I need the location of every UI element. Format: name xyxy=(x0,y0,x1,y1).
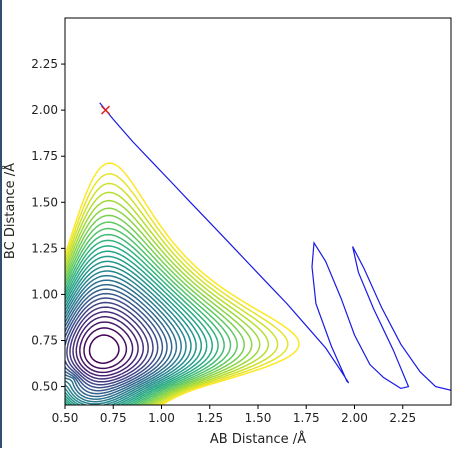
contour-level xyxy=(65,292,164,392)
contour-level xyxy=(65,214,245,405)
contour-level xyxy=(65,279,178,400)
contour-level xyxy=(65,265,192,405)
y-tick-label: 0.50 xyxy=(31,380,58,394)
x-tick-label: 2.25 xyxy=(389,411,416,425)
contour-lines xyxy=(65,162,300,405)
contour-level xyxy=(75,316,139,377)
contour-level xyxy=(65,182,279,405)
contour-level xyxy=(65,260,197,405)
contour-level xyxy=(65,245,214,405)
y-tick-label: 2.25 xyxy=(31,57,58,71)
contour-level xyxy=(65,274,182,403)
y-axis-ticks: 0.50 0.75 1.00 1.25 1.50 1.75 2.00 2.25 xyxy=(31,57,65,394)
window-edge xyxy=(0,0,2,448)
x-axis-ticks: 0.50 0.75 1.00 1.25 1.50 1.75 2.00 2.25 xyxy=(52,405,416,425)
x-tick-label: 2.00 xyxy=(341,411,368,425)
y-tick-label: 1.25 xyxy=(31,241,58,255)
contour-level xyxy=(66,301,154,386)
contour-level xyxy=(65,270,187,405)
contour-level xyxy=(65,250,208,405)
x-tick-label: 1.00 xyxy=(148,411,175,425)
x-tick-label: 1.75 xyxy=(293,411,320,425)
contour-level xyxy=(65,288,168,395)
contour-level xyxy=(65,173,289,405)
contour-level xyxy=(65,239,219,405)
contour-level xyxy=(65,221,238,405)
trajectory-line xyxy=(99,102,451,391)
x-tick-label: 0.75 xyxy=(100,411,127,425)
contour-level xyxy=(88,334,120,364)
y-tick-label: 2.00 xyxy=(31,103,58,117)
contour-level xyxy=(79,321,134,374)
contour-level xyxy=(65,255,203,405)
y-tick-label: 1.75 xyxy=(31,149,58,163)
x-tick-label: 1.50 xyxy=(245,411,272,425)
y-axis-label: BC Distance /Å xyxy=(2,163,18,259)
plot-frame xyxy=(64,17,452,406)
y-tick-label: 1.50 xyxy=(31,195,58,209)
contour-level xyxy=(83,327,128,370)
x-tick-label: 1.25 xyxy=(196,411,223,425)
x-axis-label: AB Distance /Å xyxy=(210,431,306,447)
contour-level xyxy=(65,297,159,389)
trajectory xyxy=(99,102,451,391)
x-tick-label: 0.50 xyxy=(52,411,79,425)
contour-level xyxy=(65,283,173,398)
contour-level xyxy=(69,306,149,383)
y-tick-label: 1.00 xyxy=(31,287,58,301)
y-tick-label: 0.75 xyxy=(31,334,58,348)
start-marker xyxy=(100,105,111,115)
contour-level xyxy=(72,311,145,380)
